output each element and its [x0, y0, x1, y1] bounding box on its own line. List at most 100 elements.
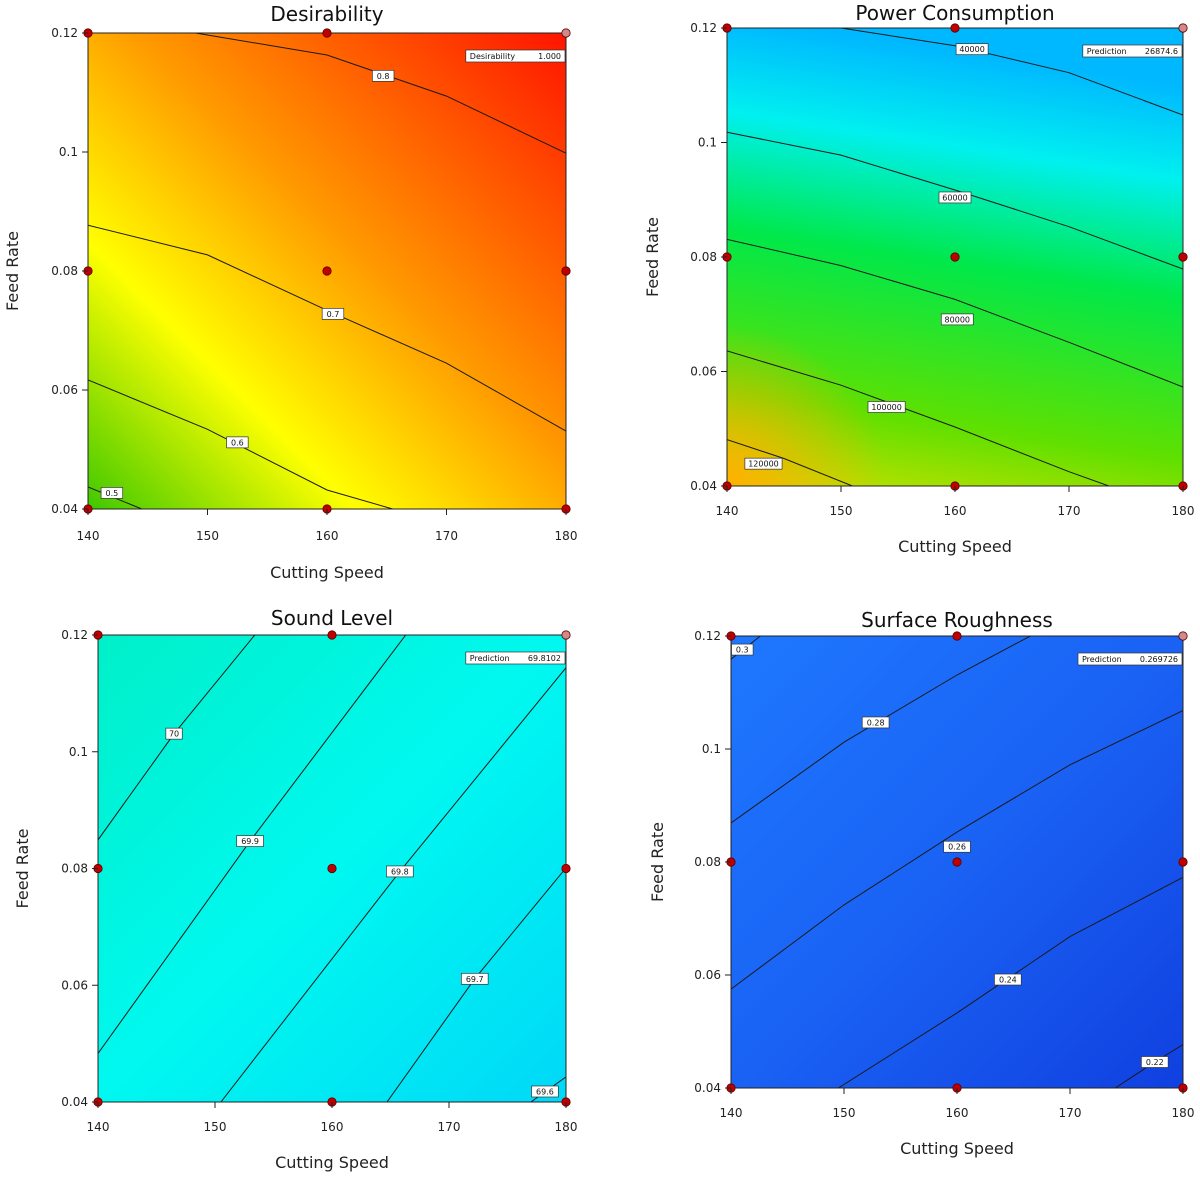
- roughness-y-tick-label: 0.1: [702, 742, 721, 756]
- power-contour-label-text: 60000: [942, 193, 967, 202]
- desirability-y-tick-label: 0.04: [51, 502, 78, 516]
- desirability-x-axis-label: Cutting Speed: [270, 563, 384, 582]
- power-title: Power Consumption: [855, 1, 1054, 25]
- roughness-contour-label-text: 0.22: [1146, 1058, 1164, 1067]
- power-consumption-svg: 40000 60000 80000 100000 120000 Prediction 268…: [643, 1, 1195, 556]
- roughness-design-point: [1178, 857, 1188, 867]
- desirability-x-tick-label: 140: [77, 529, 100, 543]
- sound-title: Sound Level: [271, 606, 393, 630]
- sound-contour-label-text: 69.7: [466, 975, 484, 984]
- power-prediction-label: Prediction: [1087, 47, 1127, 56]
- desirability-design-point: [322, 266, 332, 276]
- sound-x-tick-label: 170: [438, 1120, 461, 1134]
- desirability-chart: 0.5 0.6 0.7 0.8 Desirability 1.000 140 150 160 17…: [0, 0, 600, 590]
- roughness-x-tick-label: 180: [1172, 1106, 1195, 1120]
- desirability-y-tick-label: 0.12: [51, 26, 78, 40]
- power-contour-line: [727, 439, 853, 486]
- sound-prediction-label: Prediction: [470, 654, 510, 663]
- sound-prediction-box: Prediction 69.8102: [465, 651, 566, 665]
- roughness-contour-line: [731, 636, 1031, 824]
- desirability-x-tick-label: 150: [196, 529, 219, 543]
- power-contour-label: 100000: [867, 401, 906, 413]
- power-consumption-chart: 40000 60000 80000 100000 120000 Prediction 268…: [600, 0, 1200, 590]
- desirability-y-tick-label: 0.06: [51, 383, 78, 397]
- sound-x-axis-label: Cutting Speed: [275, 1153, 389, 1172]
- roughness-contour-label-text: 0.28: [867, 718, 885, 727]
- roughness-contour-label: 0.22: [1140, 1056, 1169, 1068]
- roughness-prediction-label: Prediction: [1082, 655, 1122, 664]
- sound-contour-label: 69.6: [531, 1085, 559, 1098]
- desirability-x-tick-label: 180: [555, 529, 578, 543]
- sound-contour-label-text: 69.9: [241, 837, 259, 846]
- desirability-contour-label-text: 0.7: [327, 310, 340, 319]
- desirability-design-point: [561, 28, 571, 38]
- roughness-design-point: [952, 631, 962, 641]
- desirability-x-tick-label: 160: [316, 529, 339, 543]
- roughness-y-tick-label: 0.08: [694, 855, 721, 869]
- surface-roughness-svg: 0.3 0.28 0.26 0.24 0.22 Prediction 0.269726 140…: [648, 608, 1195, 1158]
- roughness-title: Surface Roughness: [861, 608, 1053, 632]
- power-y-tick-label: 0.06: [690, 365, 717, 379]
- desirability-prediction-value: 1.000: [538, 52, 561, 61]
- power-contour-label: 80000: [940, 313, 974, 326]
- power-contour-label: 40000: [955, 43, 989, 56]
- sound-design-point: [561, 630, 571, 640]
- power-y-tick-label: 0.08: [690, 250, 717, 264]
- power-design-point: [950, 23, 960, 33]
- power-contour-label: 60000: [938, 191, 972, 204]
- roughness-y-tick-label: 0.06: [694, 968, 721, 982]
- desirability-y-axis-label: Feed Rate: [3, 231, 22, 311]
- power-y-tick-label: 0.12: [690, 21, 717, 35]
- roughness-x-axis-label: Cutting Speed: [900, 1139, 1014, 1158]
- power-contour-label-text: 80000: [945, 315, 970, 324]
- roughness-x-tick-label: 150: [833, 1106, 856, 1120]
- sound-level-chart: 70 69.9 69.8 69.7 69.6 Prediction 69.8102 140 15…: [0, 590, 600, 1178]
- desirability-contour-label: 0.8: [372, 69, 395, 82]
- desirability-x-tick-label: 170: [435, 529, 458, 543]
- sound-level-svg: 70 69.9 69.8 69.7 69.6 Prediction 69.8102 140 15…: [13, 606, 577, 1172]
- roughness-contour-label-text: 0.3: [736, 646, 749, 655]
- roughness-x-tick-label: 140: [720, 1106, 743, 1120]
- desirability-prediction-label: Desirability: [470, 52, 516, 61]
- sound-contour-label: 70: [165, 727, 183, 740]
- roughness-contour-label: 0.24: [994, 973, 1022, 986]
- sound-design-point: [327, 863, 337, 874]
- roughness-contour-label: 0.28: [861, 716, 890, 729]
- roughness-contour-label-text: 0.24: [999, 976, 1017, 985]
- sound-design-point: [561, 863, 571, 874]
- sound-contour-label: 69.7: [460, 972, 489, 985]
- power-y-tick-label: 0.04: [690, 479, 717, 493]
- desirability-contour-label: 0.6: [226, 436, 249, 449]
- sound-contour-label-text: 70: [169, 730, 179, 739]
- power-x-axis-label: Cutting Speed: [898, 537, 1012, 556]
- desirability-contour-label: 0.5: [100, 487, 124, 499]
- power-contour-label-text: 100000: [871, 403, 902, 412]
- sound-x-tick-label: 150: [204, 1120, 227, 1134]
- desirability-design-point: [561, 266, 571, 276]
- roughness-y-tick-label: 0.12: [694, 629, 721, 643]
- sound-x-tick-label: 140: [87, 1120, 110, 1134]
- power-prediction-box: Prediction 26874.6: [1082, 44, 1183, 58]
- power-x-tick-label: 170: [1058, 504, 1081, 518]
- power-prediction-value: 26874.6: [1145, 47, 1178, 56]
- desirability-contour-label: 0.7: [321, 307, 345, 320]
- power-contour-line: [727, 131, 1183, 270]
- power-x-tick-label: 180: [1172, 504, 1195, 518]
- sound-y-tick-label: 0.12: [61, 628, 88, 642]
- roughness-y-tick-label: 0.04: [694, 1081, 721, 1095]
- roughness-y-axis-label: Feed Rate: [648, 822, 667, 902]
- desirability-contour-label-text: 0.6: [231, 438, 244, 447]
- roughness-contour-line: [731, 710, 1183, 990]
- surface-roughness-chart: 0.3 0.28 0.26 0.24 0.22 Prediction 0.269726 140…: [600, 590, 1200, 1178]
- desirability-prediction-box: Desirability 1.000: [465, 49, 566, 63]
- sound-contour-label: 69.9: [236, 835, 264, 847]
- power-contour-line: [840, 28, 1183, 116]
- desirability-title: Desirability: [270, 2, 383, 26]
- power-design-point: [950, 252, 960, 262]
- sound-y-tick-label: 0.1: [69, 745, 88, 759]
- power-y-tick-label: 0.1: [698, 136, 717, 150]
- roughness-x-tick-label: 160: [946, 1106, 969, 1120]
- power-contour-line: [727, 350, 1110, 486]
- sound-contour-label: 69.8: [386, 865, 414, 878]
- sound-y-tick-label: 0.04: [61, 1095, 88, 1109]
